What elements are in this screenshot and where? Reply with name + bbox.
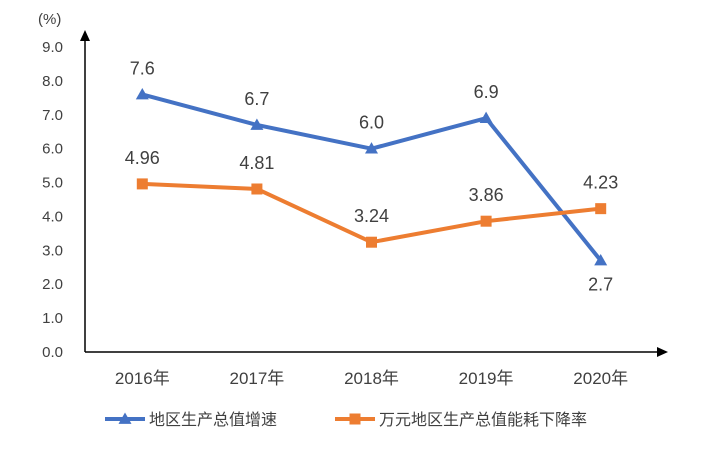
y-tick-labels: 0.0 1.0 2.0 3.0 4.0 5.0 6.0 7.0 8.0 9.0: [42, 39, 63, 361]
y-tick-label: 8.0: [42, 73, 63, 90]
square-marker: [366, 236, 377, 248]
data-label: 4.23: [583, 173, 618, 193]
series: 7.6 6.7 6.0 6.9 2.7 4.96 4.81 3.24 3.86 4.23: [125, 58, 618, 294]
square-marker: [136, 178, 148, 190]
data-label: 6.9: [474, 82, 499, 102]
data-label: 6.7: [244, 89, 269, 109]
x-tick-labels: 2016年 2017年 2018年 2019年 2020年: [115, 369, 628, 388]
y-axis-unit-label: (%): [38, 11, 61, 28]
x-tick-label: 2020年: [573, 369, 628, 388]
square-marker: [251, 183, 263, 195]
series-2: 4.96 4.81 3.24 3.86 4.23: [125, 148, 618, 248]
legend-label: 地区生产总值增速: [149, 411, 277, 429]
triangle-marker: [479, 111, 493, 124]
data-label: 3.24: [354, 206, 389, 226]
data-label: 6.0: [359, 113, 384, 133]
x-tick-label: 2018年: [344, 369, 399, 388]
y-tick-label: 4.0: [42, 208, 63, 225]
y-tick-label: 5.0: [42, 175, 63, 192]
data-label: 4.96: [125, 148, 160, 168]
legend-label: 万元地区生产总值能耗下降率: [379, 411, 587, 429]
y-tick-label: 1.0: [42, 310, 63, 327]
triangle-marker: [365, 142, 378, 154]
y-axis-arrow-icon: [80, 30, 90, 41]
data-label: 4.81: [239, 153, 274, 173]
data-label: 3.86: [469, 185, 504, 205]
y-tick-label: 6.0: [42, 141, 63, 158]
data-label: 7.6: [130, 58, 155, 78]
x-axis-arrow-icon: [657, 347, 668, 357]
y-tick-label: 0.0: [42, 344, 63, 361]
square-marker: [595, 203, 607, 215]
legend-item: 地区生产总值增速: [105, 411, 277, 429]
axes: (%): [38, 11, 668, 357]
legend-square-icon: [349, 413, 361, 425]
legend: 地区生产总值增速 万元地区生产总值能耗下降率: [105, 411, 587, 429]
y-tick-label: 7.0: [42, 107, 63, 124]
legend-triangle-icon: [118, 412, 132, 424]
legend-item: 万元地区生产总值能耗下降率: [335, 411, 587, 429]
series-1: 7.6 6.7 6.0 6.9 2.7: [130, 58, 613, 294]
data-label: 2.7: [588, 275, 613, 295]
x-tick-label: 2019年: [459, 369, 514, 388]
triangle-marker: [135, 87, 149, 100]
x-tick-label: 2017年: [229, 369, 284, 388]
y-tick-label: 2.0: [42, 276, 63, 293]
triangle-marker: [594, 254, 608, 266]
square-marker: [480, 215, 492, 227]
y-tick-label: 3.0: [42, 242, 63, 259]
y-tick-label: 9.0: [42, 39, 63, 56]
triangle-marker: [250, 118, 264, 130]
x-tick-label: 2016年: [115, 369, 170, 388]
